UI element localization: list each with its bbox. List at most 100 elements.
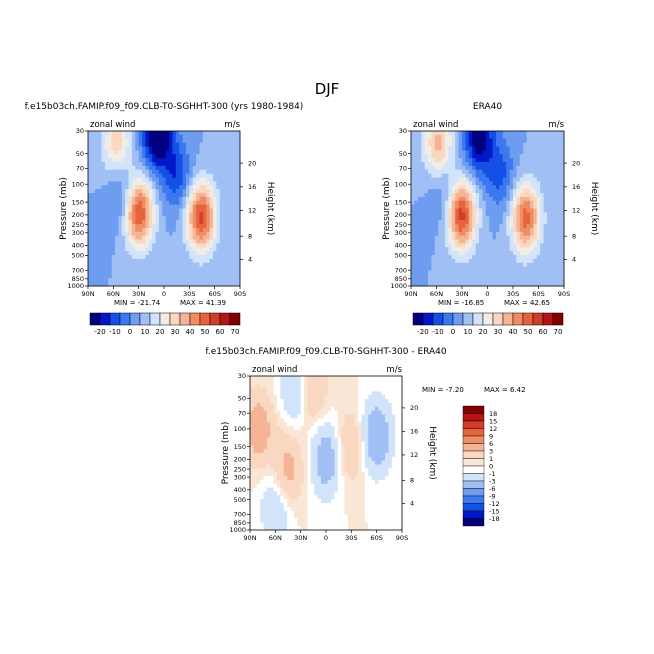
heatmap-cell [266, 395, 271, 400]
heatmap-cell [540, 134, 544, 140]
heatmap-cell [526, 158, 531, 163]
heatmap-cell [128, 134, 133, 140]
heatmap-cell [550, 138, 555, 144]
heatmap-cell [138, 150, 143, 155]
heatmap-cell [270, 414, 275, 419]
heatmap-cell [354, 472, 359, 477]
heatmap-cell [196, 138, 200, 144]
heatmap-cell [209, 165, 214, 171]
heatmap-cell [485, 154, 490, 159]
heatmap-cell [516, 251, 521, 256]
heatmap-cell [253, 410, 258, 415]
heatmap-cell [223, 224, 227, 229]
heatmap-cell [428, 274, 432, 279]
heatmap-cell [189, 193, 194, 198]
heatmap-cell [98, 138, 102, 144]
heatmap-cell [152, 165, 156, 171]
y-tick-label: 850 [395, 275, 407, 283]
heatmap-cell [485, 131, 490, 136]
heatmap-cell [509, 200, 514, 206]
heatmap-cell [462, 262, 466, 268]
y2-tick-label: 8 [248, 232, 252, 240]
heatmap-cell [341, 414, 345, 419]
heatmap-cell [111, 212, 116, 217]
heatmap-cell [428, 239, 432, 244]
heatmap-cell [516, 189, 521, 194]
heatmap-cell [145, 258, 150, 264]
heatmap-cell [162, 154, 167, 159]
heatmap-cell [290, 453, 295, 458]
heatmap-cell [536, 189, 541, 194]
heatmap-cell [327, 376, 332, 381]
heatmap-cell [417, 134, 422, 140]
heatmap-cell [158, 235, 163, 240]
heatmap-cell [206, 208, 210, 213]
heatmap-cell [475, 282, 480, 287]
heatmap-cell [202, 169, 207, 175]
heatmap-cell [354, 391, 359, 396]
heatmap-cell [283, 414, 288, 419]
heatmap-cell [523, 258, 527, 264]
heatmap-cell [256, 445, 261, 450]
heatmap-cell [540, 131, 544, 136]
heatmap-cell [550, 154, 555, 159]
heatmap-cell [347, 410, 352, 415]
heatmap-cell [371, 418, 376, 423]
heatmap-cell [536, 220, 541, 225]
heatmap-cell [513, 251, 517, 256]
heatmap-cell [162, 173, 167, 178]
heatmap-cell [128, 216, 133, 221]
heatmap-cell [236, 274, 241, 279]
heatmap-cell [496, 231, 500, 237]
heatmap-cell [381, 464, 386, 469]
heatmap-cell [354, 399, 359, 404]
heatmap-cell [434, 216, 439, 221]
heatmap-cell [189, 227, 194, 233]
heatmap-cell [540, 200, 544, 206]
heatmap-cell [158, 274, 163, 279]
heatmap-cell [324, 453, 329, 458]
heatmap-cell [253, 476, 258, 481]
heatmap-cell [226, 216, 231, 221]
heatmap-cell [310, 476, 315, 481]
heatmap-cell [162, 200, 167, 206]
heatmap-cell [320, 387, 325, 392]
heatmap-cell [499, 278, 504, 283]
heatmap-cell [489, 255, 493, 260]
heatmap-cell [212, 181, 217, 186]
heatmap-cell [509, 158, 514, 163]
heatmap-cell [307, 479, 312, 485]
heatmap-cell [179, 200, 183, 206]
heatmap-cell [496, 243, 500, 248]
heatmap-cell [560, 278, 565, 283]
heatmap-cell [206, 177, 210, 182]
heatmap-cell [351, 414, 356, 419]
heatmap-cell [431, 243, 436, 248]
heatmap-cell [192, 220, 197, 225]
heatmap-cell [557, 189, 561, 194]
heatmap-cell [523, 146, 527, 151]
heatmap-cell [98, 266, 102, 271]
heatmap-cell [125, 235, 129, 240]
heatmap-cell [374, 422, 379, 427]
heatmap-cell [142, 142, 146, 147]
heatmap-cell [557, 262, 561, 268]
heatmap-cell [142, 193, 146, 198]
heatmap-cell [499, 173, 504, 178]
heatmap-cell [516, 208, 521, 213]
heatmap-cell [293, 422, 298, 427]
heatmap-cell [273, 422, 278, 427]
heatmap-cell [206, 142, 210, 147]
max-label: MAX = 41.39 [180, 299, 226, 307]
heatmap-cell [557, 146, 561, 151]
heatmap-cell [320, 437, 325, 442]
heatmap-cell [475, 193, 480, 198]
heatmap-cell [115, 212, 119, 217]
heatmap-cell [189, 262, 194, 268]
heatmap-cell [492, 134, 497, 140]
heatmap-cell [233, 243, 238, 248]
heatmap-cell [451, 243, 456, 248]
heatmap-cell [300, 422, 305, 427]
heatmap-cell [98, 235, 102, 240]
heatmap-cell [533, 181, 538, 186]
